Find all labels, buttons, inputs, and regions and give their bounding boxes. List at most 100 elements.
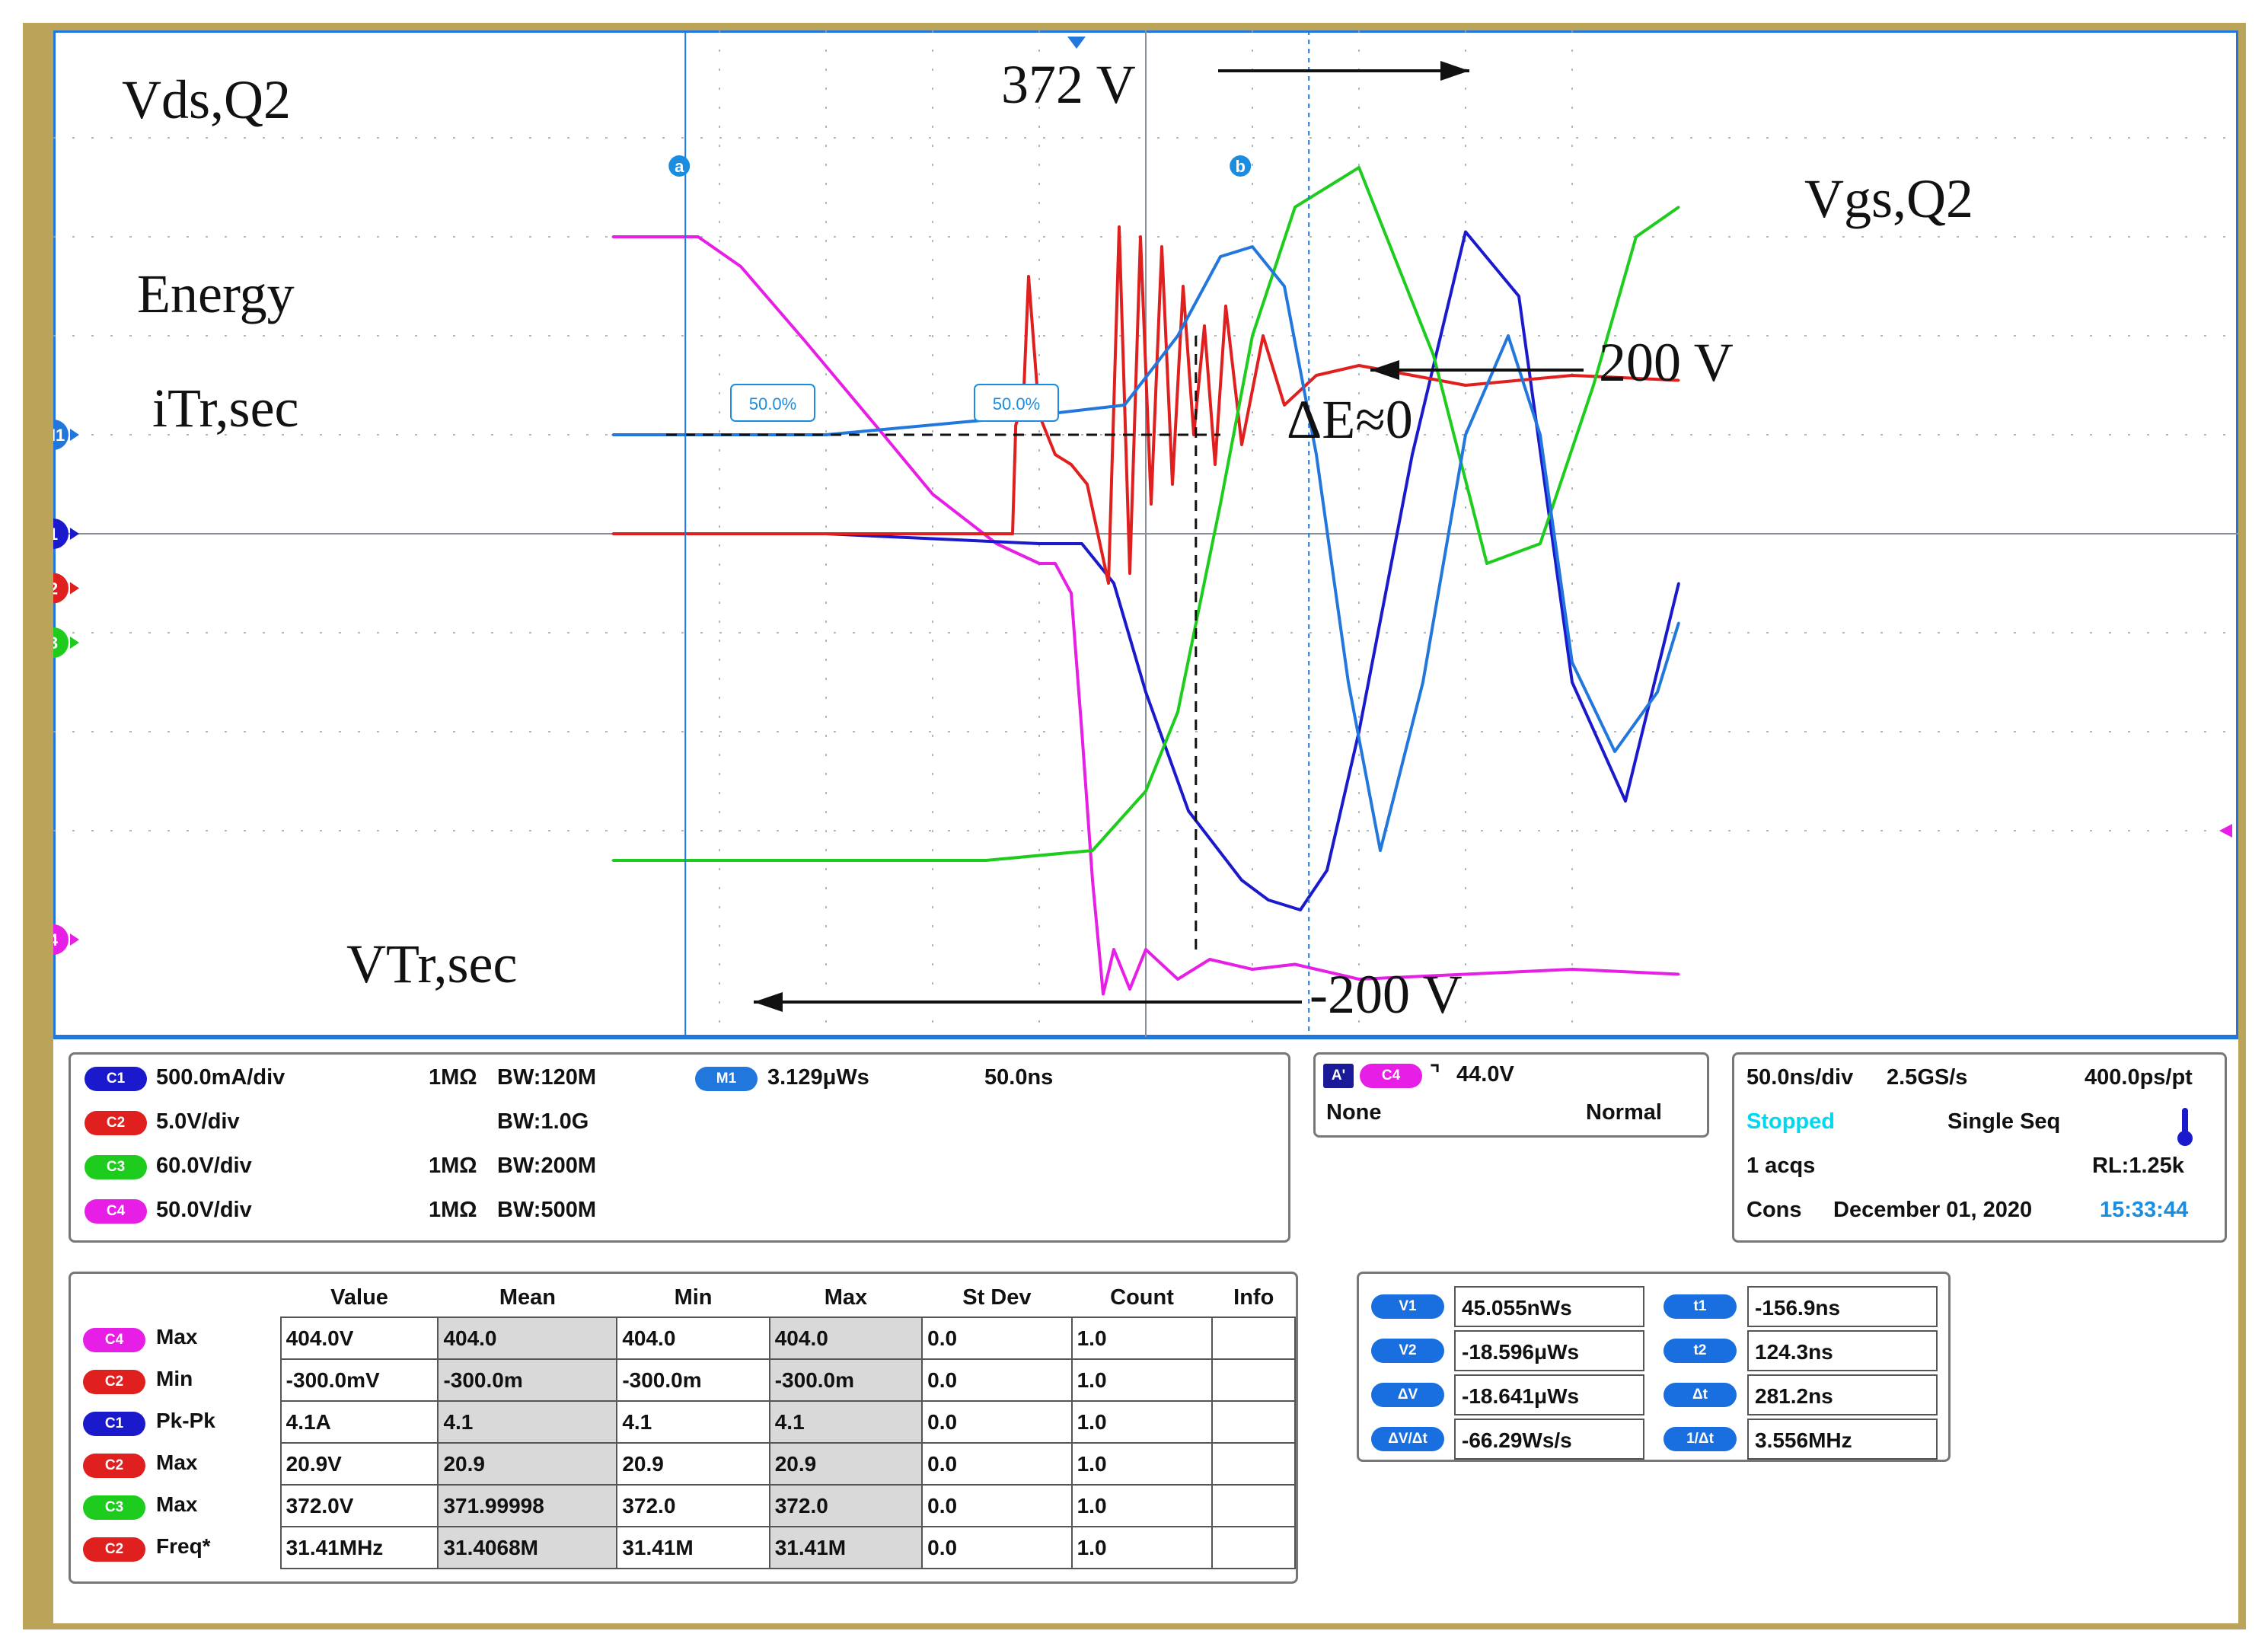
waveform-point: [1357, 978, 1360, 981]
channel-impedance: 1MΩ: [429, 1198, 477, 1222]
meas-cell: 1.0: [1070, 1526, 1214, 1569]
channel-settings-panel: C1 500.0mA/div 1MΩ BW:120M C2 5.0V/div BW:1.0G…: [69, 1052, 1290, 1243]
cursor-badge[interactable]: ΔV/Δt: [1371, 1427, 1444, 1451]
acq-rate: 2.5GS/s: [1887, 1065, 1968, 1090]
label-vgs-q2: Vgs,Q2: [1804, 168, 1973, 229]
meas-type: Min: [156, 1366, 193, 1390]
label-delta-e: ΔE≈0: [1287, 389, 1413, 450]
cursor-badge[interactable]: ΔV: [1371, 1383, 1444, 1407]
waveform-point: [1485, 562, 1488, 565]
meas-row: C2 Max 20.9V 20.9 20.9 20.9 0.0 1.0: [78, 1442, 1296, 1486]
cursor-badge[interactable]: Δt: [1664, 1383, 1737, 1407]
waveform-point: [1091, 849, 1094, 852]
waveform-point: [1128, 988, 1131, 991]
meas-channel-badge[interactable]: C1: [83, 1411, 145, 1436]
measurement-panel: Value Mean Min Max St Dev Count Info C4 Max 404.…: [69, 1272, 1298, 1584]
waveform-point: [1411, 453, 1414, 456]
cursor-marker-a: [668, 155, 691, 177]
waveform-point: [1357, 166, 1360, 169]
channel-marker-label: M1: [53, 426, 65, 445]
waveform-point: [1571, 681, 1574, 684]
meas-label: C1 Pk-Pk: [78, 1401, 281, 1443]
meas-cell: [1211, 1484, 1296, 1527]
cursor-badge[interactable]: 1/Δt: [1664, 1427, 1737, 1451]
channel-marker-2: [53, 573, 69, 604]
meas-row: C2 Min -300.0mV -300.0m -300.0m -300.0m 0.0 1.0: [78, 1358, 1296, 1402]
meas-cell: 0.0: [921, 1442, 1073, 1486]
waveform-point: [1464, 231, 1467, 233]
waveform-point: [1677, 621, 1680, 624]
cursor-badge[interactable]: V2: [1371, 1339, 1444, 1363]
channel-badge[interactable]: C3: [85, 1155, 147, 1179]
channel-badge[interactable]: C1: [85, 1067, 147, 1091]
channel-marker-arrow: [70, 528, 79, 540]
waveform-c1: [613, 230, 1680, 911]
channel-marker-m1: [53, 420, 69, 450]
waveform-point: [1251, 334, 1254, 337]
meas-cell: 372.0V: [279, 1484, 439, 1527]
meas-channel-badge[interactable]: C3: [83, 1495, 145, 1520]
channel-marker-label: 4: [53, 930, 59, 949]
meas-cell: [1211, 1526, 1296, 1569]
math-value: 3.129μWs: [767, 1065, 869, 1090]
meas-channel-badge[interactable]: C2: [83, 1537, 145, 1562]
trigger-mode-badge: A': [1323, 1064, 1354, 1088]
label-vds-q2: Vds,Q2: [122, 69, 291, 130]
meas-channel-badge[interactable]: C2: [83, 1369, 145, 1394]
waveform-point: [1027, 275, 1030, 278]
meas-cell: 0.0: [921, 1400, 1073, 1444]
meas-channel-badge[interactable]: C4: [83, 1327, 145, 1352]
channel-badge[interactable]: C2: [85, 1111, 147, 1135]
meas-header: Mean: [499, 1285, 556, 1310]
waveform-point: [611, 532, 614, 535]
label-neg200v: -200 V: [1309, 964, 1463, 1025]
waveform-point: [1251, 245, 1254, 248]
waveform-point: [1299, 908, 1302, 911]
cursor-label-a: a: [675, 157, 684, 176]
meas-cell: 1.0: [1070, 1442, 1214, 1486]
meas-cell: 20.9: [616, 1442, 770, 1486]
waveform-point: [1014, 423, 1017, 426]
channel-marker-arrow: [70, 934, 79, 946]
trigger-level: 44.0V: [1456, 1062, 1514, 1087]
meas-cell: 4.1A: [279, 1400, 439, 1444]
cursor-value: 281.2ns: [1747, 1374, 1938, 1415]
waveform-point: [1464, 433, 1467, 436]
waveform-point: [1315, 374, 1318, 377]
cursor-badge[interactable]: t2: [1664, 1339, 1737, 1363]
waveform-point: [1011, 532, 1014, 535]
waveform-point: [1315, 453, 1318, 456]
meas-header: Info: [1233, 1285, 1274, 1310]
meas-label: C4 Max: [78, 1317, 281, 1359]
scope-screen: Vds,Q2 Energy iTr,sec Vgs,Q2 VTr,sec 372 V 200…: [53, 30, 2238, 1623]
meas-row: C4 Max 404.0V 404.0 404.0 404.0 0.0 1.0: [78, 1316, 1296, 1360]
cursor-badge[interactable]: t1: [1664, 1294, 1737, 1319]
waveform-point: [1677, 973, 1680, 975]
meas-cell: 4.1: [437, 1400, 618, 1444]
acq-seq: Single Seq: [1947, 1109, 2061, 1134]
label-energy: Energy: [137, 263, 295, 324]
meas-channel-badge[interactable]: C2: [83, 1453, 145, 1478]
cursor-badge[interactable]: V1: [1371, 1294, 1444, 1319]
channel-bandwidth: BW:200M: [497, 1154, 596, 1178]
meas-type: Freq*: [156, 1534, 211, 1558]
meas-cell: [1211, 1442, 1296, 1486]
math-time: 50.0ns: [984, 1065, 1054, 1090]
meas-header: Count: [1110, 1285, 1174, 1310]
meas-cell: 1.0: [1070, 1484, 1214, 1527]
channel-badge[interactable]: C4: [85, 1199, 147, 1224]
channel-impedance: 1MΩ: [429, 1154, 477, 1178]
meas-cell: 372.0: [616, 1484, 770, 1527]
cursor-value: 45.055nWs: [1454, 1286, 1644, 1327]
meas-cell: 404.0: [616, 1316, 770, 1360]
cursor-panel: V1 45.055nWs t1 -156.9ns V2 -18.596μWs t2 124.3…: [1357, 1272, 1951, 1462]
waveform-c4: [613, 235, 1679, 996]
waveform-point: [931, 493, 934, 496]
meas-header: St Dev: [962, 1285, 1032, 1310]
meas-cell: 1.0: [1070, 1316, 1214, 1360]
level-tag-box: [974, 384, 1059, 422]
waveform-point: [1507, 334, 1510, 337]
arrow-200v-head: [1370, 360, 1399, 380]
acq-cons: Cons: [1746, 1198, 1802, 1222]
math-badge[interactable]: M1: [695, 1067, 758, 1091]
